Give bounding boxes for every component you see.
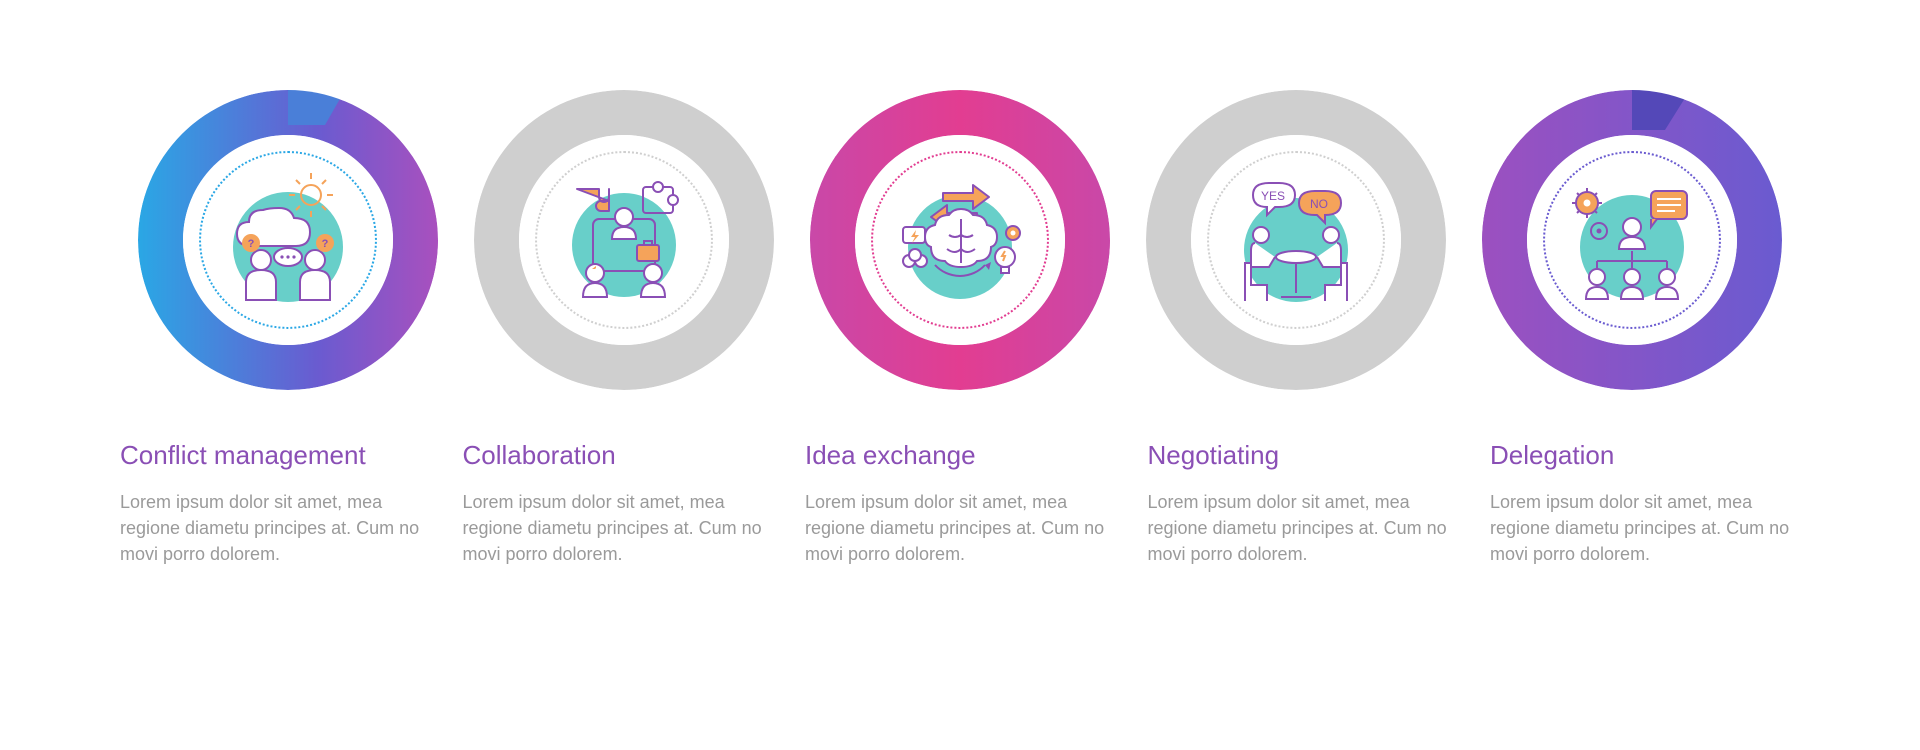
- caption-title: Conflict management: [120, 440, 430, 471]
- caption-delegation: Delegation Lorem ipsum dolor sit amet, m…: [1490, 440, 1800, 567]
- caption-collaboration: Collaboration Lorem ipsum dolor sit amet…: [463, 440, 773, 567]
- caption-body: Lorem ipsum dolor sit amet, mea regione …: [120, 489, 430, 567]
- idea-exchange-icon: [885, 165, 1035, 315]
- captions-row: Conflict management Lorem ipsum dolor si…: [120, 440, 1800, 567]
- delegation-icon: [1557, 165, 1707, 315]
- caption-body: Lorem ipsum dolor sit amet, mea regione …: [463, 489, 773, 567]
- infographic-stage: ? ?: [0, 0, 1920, 750]
- inner-disc: ? ?: [183, 135, 393, 345]
- svg-text:?: ?: [248, 238, 255, 250]
- caption-title: Negotiating: [1148, 440, 1458, 471]
- inner-disc: [519, 135, 729, 345]
- no-label: NO: [1310, 197, 1328, 211]
- caption-title: Delegation: [1490, 440, 1800, 471]
- collaboration-icon: [549, 165, 699, 315]
- circle-row: ? ?: [120, 70, 1800, 410]
- svg-text:?: ?: [322, 238, 329, 250]
- caption-negotiating: Negotiating Lorem ipsum dolor sit amet, …: [1148, 440, 1458, 567]
- circle-collaboration: [456, 135, 792, 345]
- negotiating-icon: YES NO: [1221, 165, 1371, 315]
- caption-body: Lorem ipsum dolor sit amet, mea regione …: [1490, 489, 1800, 567]
- yes-label: YES: [1261, 189, 1285, 203]
- circle-conflict-management: ? ?: [120, 135, 456, 345]
- caption-title: Collaboration: [463, 440, 773, 471]
- conflict-icon: ? ?: [213, 165, 363, 315]
- caption-idea-exchange: Idea exchange Lorem ipsum dolor sit amet…: [805, 440, 1115, 567]
- caption-conflict-management: Conflict management Lorem ipsum dolor si…: [120, 440, 430, 567]
- circle-idea-exchange: [792, 135, 1128, 345]
- inner-disc: [855, 135, 1065, 345]
- circle-negotiating: YES NO: [1128, 135, 1464, 345]
- inner-disc: [1527, 135, 1737, 345]
- caption-body: Lorem ipsum dolor sit amet, mea regione …: [1148, 489, 1458, 567]
- caption-title: Idea exchange: [805, 440, 1115, 471]
- circle-delegation: [1464, 135, 1800, 345]
- inner-disc: YES NO: [1191, 135, 1401, 345]
- caption-body: Lorem ipsum dolor sit amet, mea regione …: [805, 489, 1115, 567]
